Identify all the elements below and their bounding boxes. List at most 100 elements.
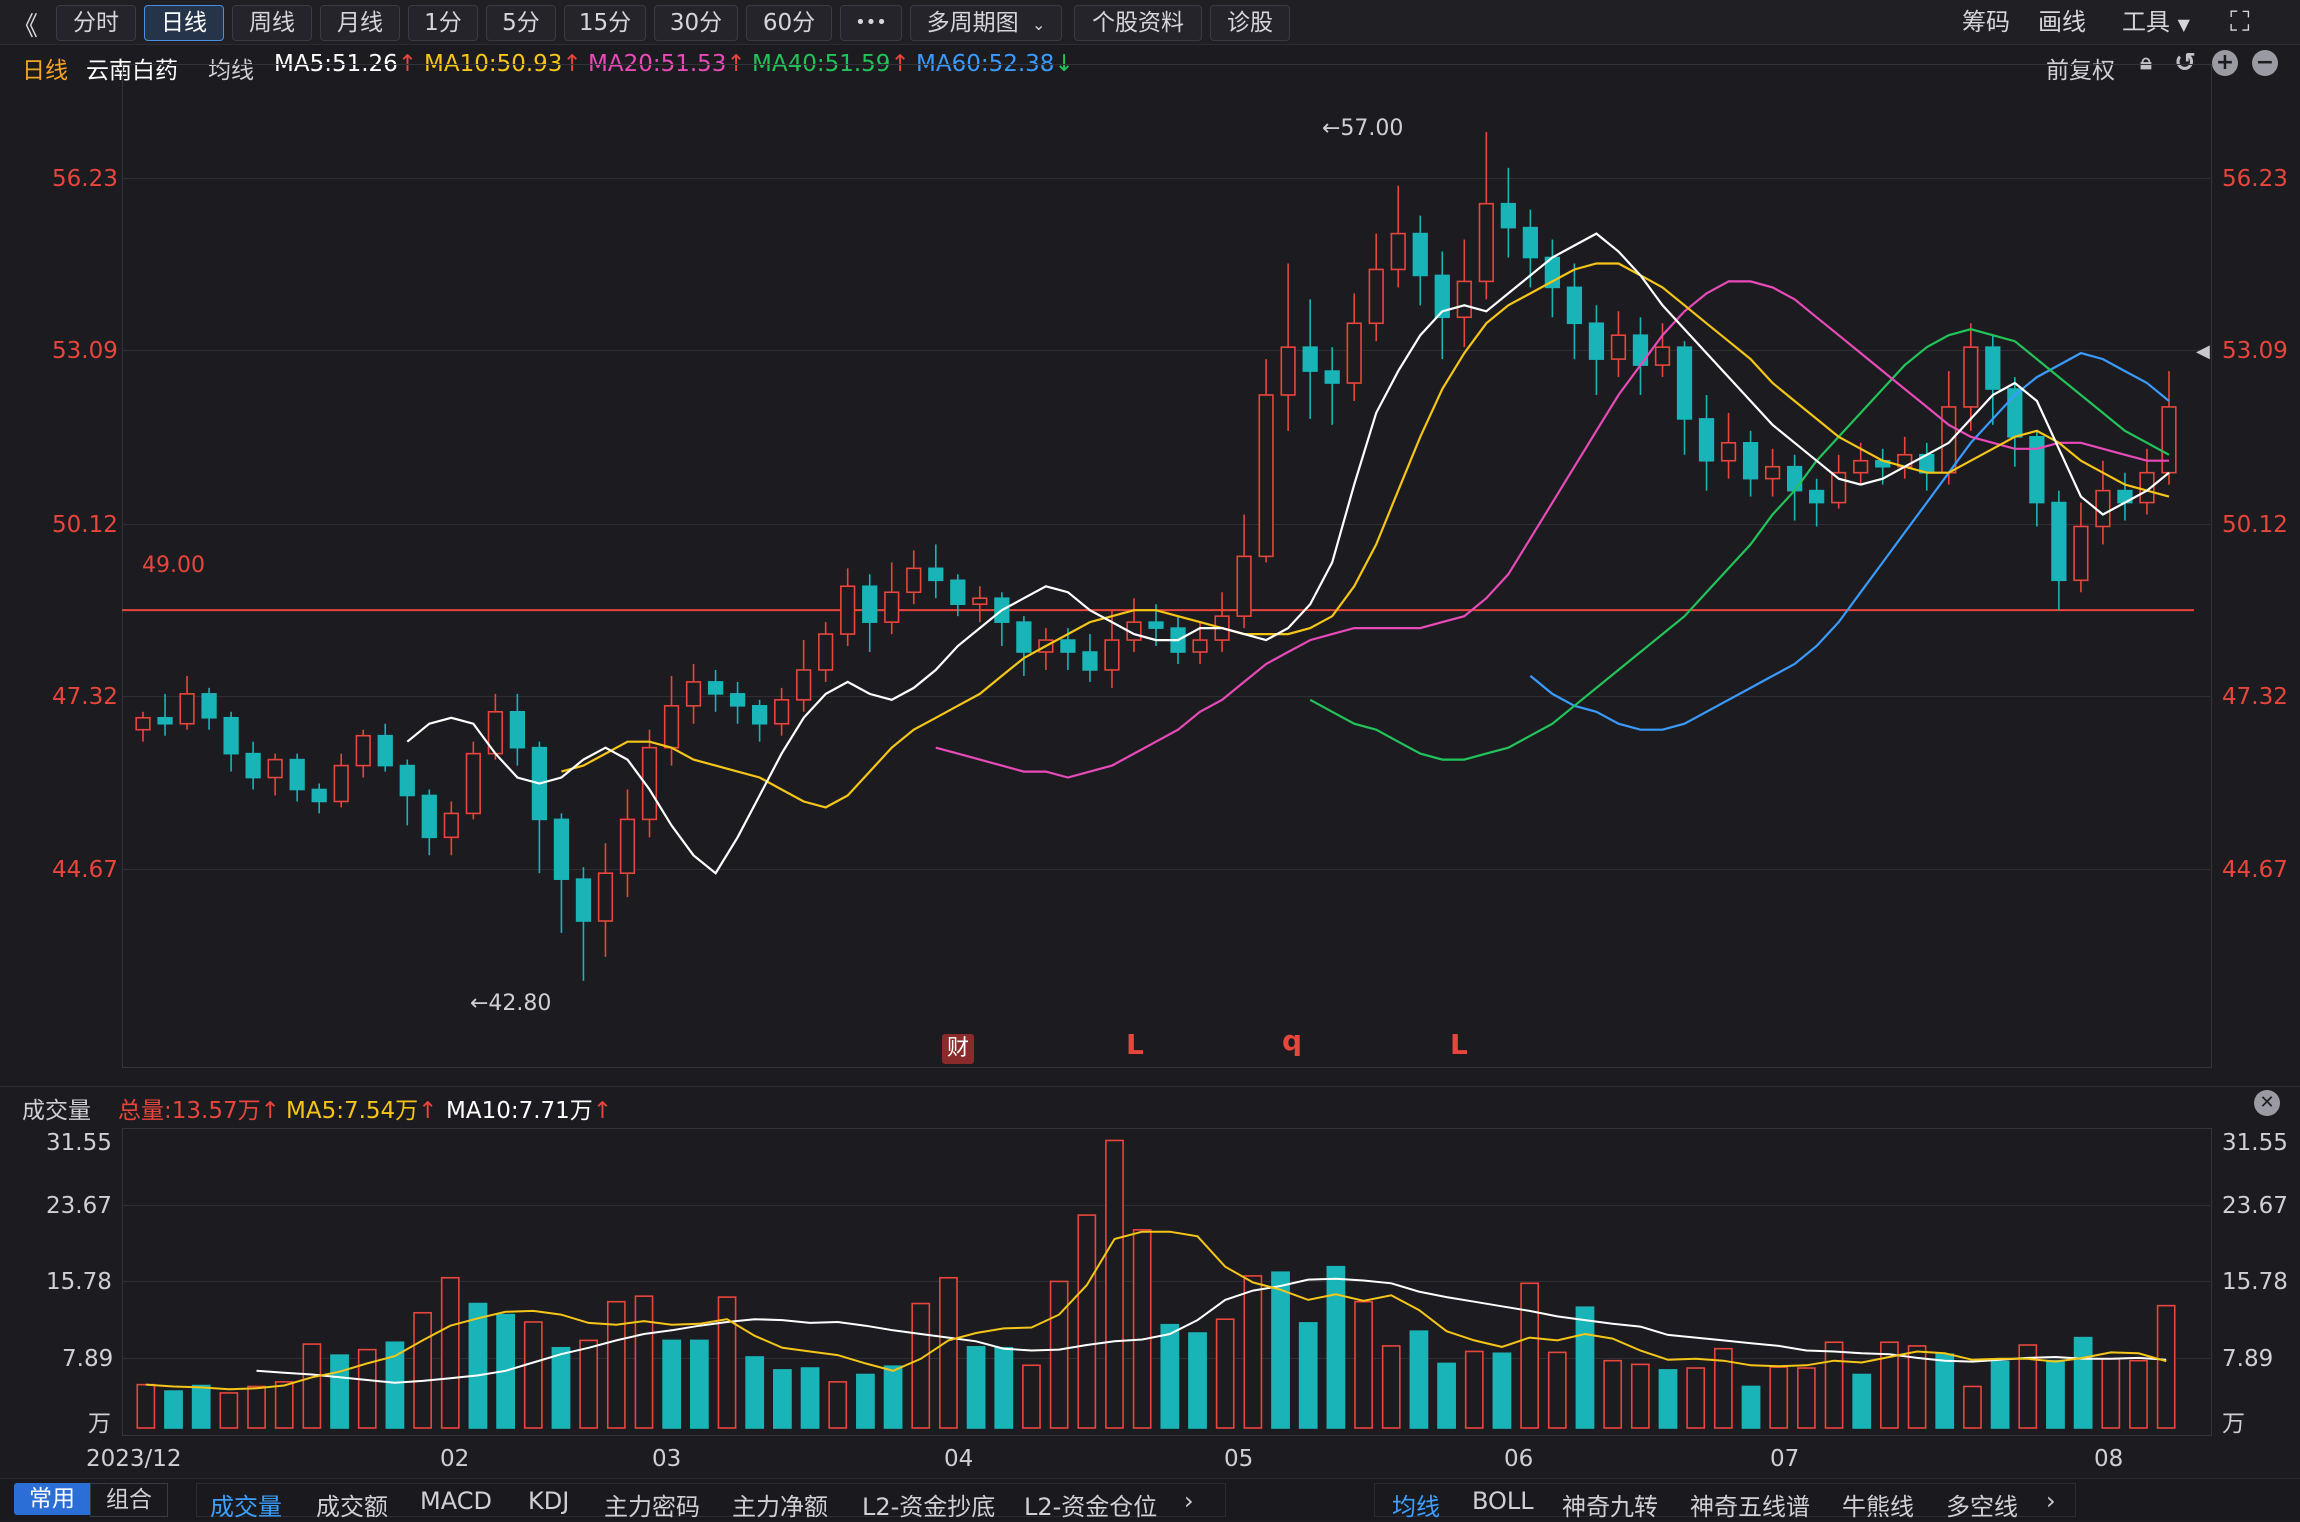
price-axis-label-left: 44.67 [52,857,118,883]
date-axis-label: 2023/12 [86,1446,182,1472]
volume-bar-up [1880,1341,1899,1429]
zoom-out-icon[interactable]: − [2252,50,2278,76]
stock-info-button[interactable]: 个股资料 [1074,5,1202,41]
candle-up [443,812,459,839]
volume-bar-up [606,1300,626,1429]
period-tab-1min[interactable]: 1分 [408,5,478,41]
candlestick-chart[interactable] [122,64,2210,1066]
overlay-tab-bull-bear[interactable]: 牛熊线 [1842,1493,1914,1521]
period-tab-30min[interactable]: 30分 [654,5,738,41]
candle-down [157,716,173,725]
period-tab-timeshare[interactable]: 分时 [56,5,136,41]
candle-up [972,597,988,605]
ma-label[interactable]: 均线 [208,58,254,84]
event-marker-q[interactable]: q [1282,1024,1303,1057]
period-tab-60min[interactable]: 60分 [746,5,832,41]
candle-up [641,746,658,821]
candle-up [1258,394,1274,558]
candle-down [1060,639,1076,653]
tab-combo[interactable]: 组合 [90,1483,168,1517]
volume-bar-up [1215,1318,1235,1429]
scroll-right-icon[interactable]: › [1184,1487,1194,1515]
volume-bar-down [662,1339,682,1429]
overlay-tab-magic-nine[interactable]: 神奇九转 [1562,1493,1658,1521]
financial-report-marker[interactable]: 财 [942,1034,974,1064]
ma40-line [1309,328,2170,761]
draw-line-button[interactable]: 画线 [2038,8,2086,36]
indicator-tab-main-force-code[interactable]: 主力密码 [604,1493,700,1521]
candle-up [1280,346,1296,396]
stock-name[interactable]: 云南白药 [86,58,178,84]
chips-button[interactable]: 筹码 [1962,8,2010,36]
candle-down [1786,465,1803,492]
candle-up [1236,555,1252,617]
back-button[interactable]: 《 [12,12,39,42]
high-price-annotation: ←57.00 [1322,116,1404,141]
multi-period-dropdown[interactable]: 多周期图 ⌄ [910,5,1062,41]
candle-down [1985,346,2001,390]
period-tab-weekly[interactable]: 周线 [232,5,312,41]
volume-label[interactable]: 成交量 [22,1098,91,1124]
price-chart-panel[interactable] [122,64,2212,1068]
candle-down [928,567,944,582]
candle-down [421,794,437,839]
indicator-tab-turnover[interactable]: 成交额 [316,1493,388,1521]
overlay-tab-long-short[interactable]: 多空线 [1946,1493,2018,1521]
indicator-tab-l2-bottom[interactable]: L2-资金抄底 [862,1493,996,1521]
volume-bar-up [1963,1385,1982,1429]
period-tab-15min[interactable]: 15分 [564,5,646,41]
ma5-line [406,232,2170,875]
ma20-line [935,280,2169,779]
event-marker-l[interactable]: L [1126,1028,1144,1061]
close-panel-icon[interactable]: ✕ [2254,1090,2280,1116]
volume-bar-down [856,1373,875,1429]
indicator-tab-main-force-net[interactable]: 主力净额 [732,1493,828,1521]
adjust-mode-button[interactable]: 前复权 [2046,58,2115,84]
overlay-tab-boll[interactable]: BOLL [1472,1487,1534,1515]
indicator-tab-macd[interactable]: MACD [420,1487,492,1515]
volume-chart[interactable] [122,1128,2210,1434]
ma60-line [1529,351,2170,731]
volume-bar-down [551,1346,571,1429]
zoom-in-icon[interactable]: + [2212,50,2238,76]
price-axis-label-right: 56.23 [2222,166,2288,192]
candle-down [751,705,768,725]
volume-bar-up [1381,1345,1401,1429]
candle-up [884,591,900,623]
event-marker-l[interactable]: L [1450,1028,1468,1061]
gridline [122,1205,2210,1206]
candle-down [729,693,746,707]
fullscreen-icon[interactable]: ⛶ [2230,5,2250,38]
overlay-tab-ma[interactable]: 均线 [1392,1493,1440,1521]
gridline [122,869,2210,870]
candle-up [267,758,283,779]
volume-bar-up [579,1339,599,1429]
candle-up [1831,471,1847,504]
candle-up [465,752,481,815]
candle-up [597,872,614,922]
diagnose-button[interactable]: 诊股 [1210,5,1290,41]
indicator-tab-kdj[interactable]: KDJ [528,1487,570,1515]
volume-bar-down [1160,1323,1180,1429]
volume-total: 总量:13.57万↑ [118,1091,280,1125]
volume-bar-up [939,1276,958,1429]
scroll-right-icon[interactable]: › [2046,1487,2056,1515]
volume-chart-panel[interactable] [122,1128,2212,1436]
lock-icon[interactable]: 🔒︎ [2140,50,2152,75]
candle-down [311,788,327,803]
overlay-tab-magic-five[interactable]: 神奇五线谱 [1690,1493,1810,1521]
candle-up [1368,268,1384,325]
volume-bar-down [1409,1330,1429,1429]
undo-icon[interactable]: ↺ [2174,48,2196,78]
candle-up [1478,202,1494,283]
period-tab-daily[interactable]: 日线 [144,5,224,41]
indicator-tab-volume[interactable]: 成交量 [210,1493,282,1521]
candle-down [1324,370,1340,384]
indicator-tab-l2-position[interactable]: L2-资金仓位 [1024,1493,1158,1521]
tools-dropdown[interactable]: 工具 ▼ [2122,5,2190,39]
tab-common[interactable]: 常用 [14,1483,90,1515]
period-tab-monthly[interactable]: 月线 [320,5,400,41]
candle-down [950,579,966,605]
more-periods-button[interactable]: ••• [840,5,902,41]
period-tab-5min[interactable]: 5分 [486,5,556,41]
